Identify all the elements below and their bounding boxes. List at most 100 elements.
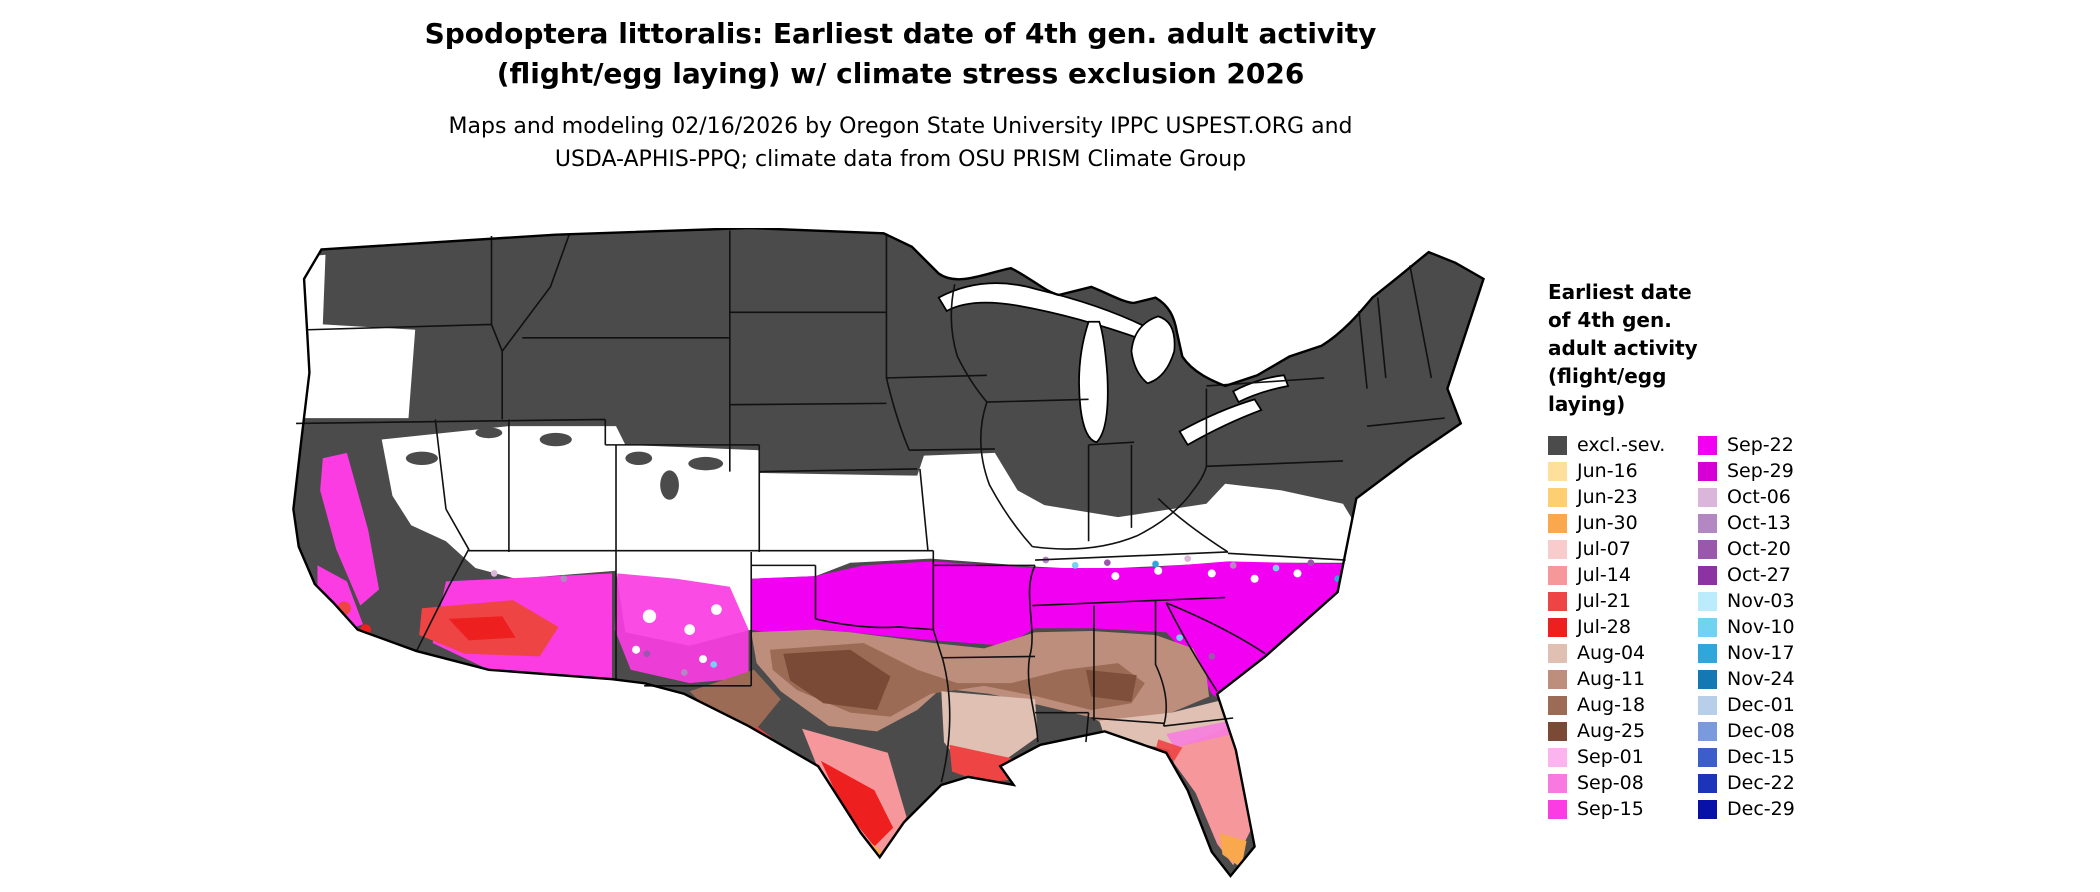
legend-swatch [1548,721,1567,741]
map-region-florida-red-spot [1155,739,1183,761]
legend-row: Oct-13 [1698,510,1795,536]
legend-title-line: (flight/egg [1548,364,1667,388]
legend-title-line: adult activity [1548,336,1698,360]
legend-row: Sep-22 [1698,432,1795,458]
legend-swatch [1548,799,1567,819]
legend-row: Dec-01 [1698,692,1795,718]
legend-swatch [1698,747,1717,767]
page-title-line2: (flight/egg laying) w/ climate stress ex… [496,57,1305,90]
legend-label: Jul-14 [1577,564,1631,586]
legend-label: Oct-27 [1727,564,1791,586]
legend-swatch [1698,799,1717,819]
state-borders [296,230,1445,783]
legend-label: Nov-03 [1727,590,1795,612]
legend-swatch [1548,773,1567,793]
legend-label: Dec-01 [1727,694,1795,716]
map-region-august-dark-texas [783,649,891,710]
legend-column-1: excl.-sev. Jun-16 Jun-23 Jun-30 Jul-07 Jul-14… [1548,432,1698,822]
legend-swatch [1548,513,1567,533]
legend-label: Oct-13 [1727,512,1791,534]
legend-swatch [1548,617,1567,637]
legend-swatch [1548,487,1567,507]
map-white-mottle [632,566,1302,664]
legend-row: Oct-27 [1698,562,1795,588]
legend-label: Jul-28 [1577,616,1631,638]
legend-row: Dec-22 [1698,770,1795,796]
map-region-august-dark-alabama [1085,669,1137,702]
legend-swatch [1548,539,1567,559]
legend-label: Jun-16 [1577,460,1638,482]
lake-michigan [1078,320,1109,444]
lake-erie [1178,398,1263,447]
legend-row: Jun-23 [1548,484,1698,510]
legend-label: Sep-29 [1727,460,1794,482]
legend-row: Aug-18 [1548,692,1698,718]
legend-row: Jul-21 [1548,588,1698,614]
legend-row: Sep-08 [1548,770,1698,796]
legend-swatch [1698,591,1717,611]
legend-swatch [1548,461,1567,481]
great-lakes [937,282,1290,447]
legend-swatch [1548,747,1567,767]
map-header: Spodoptera littoralis: Earliest date of … [288,14,1513,176]
legend-label: excl.-sev. [1577,434,1666,456]
legend-swatch [1548,565,1567,585]
legend-row: Oct-06 [1698,484,1795,510]
map-region-socal-magenta [317,565,363,633]
legend-swatch [1548,591,1567,611]
us-map-container [288,228,1513,884]
legend-label: Oct-20 [1727,538,1791,560]
map-region-southtexas-red [820,760,894,847]
legend-row: Nov-03 [1698,588,1795,614]
legend-label: Sep-08 [1577,772,1644,794]
legend-swatch [1698,435,1717,455]
legend-row: Nov-17 [1698,640,1795,666]
legend-title-line: of 4th gen. [1548,308,1672,332]
legend-row: Aug-04 [1548,640,1698,666]
legend-label: Jun-23 [1577,486,1638,508]
legend-row: Sep-15 [1548,796,1698,822]
legend-label: Aug-04 [1577,642,1646,664]
legend-row: Aug-25 [1548,718,1698,744]
legend-title: Earliest date of 4th gen. adult activity… [1548,278,2068,418]
legend-row: Aug-11 [1548,666,1698,692]
legend-row: Oct-20 [1698,536,1795,562]
legend-label: Nov-24 [1727,668,1795,690]
legend-swatch [1548,643,1567,663]
legend-swatch [1698,773,1717,793]
legend-label: Dec-29 [1727,798,1795,820]
legend-row: Dec-08 [1698,718,1795,744]
legend-row: Sep-29 [1698,458,1795,484]
legend-row: excl.-sev. [1548,432,1698,458]
legend-swatch [1698,513,1717,533]
map-region-september-band [751,561,1354,702]
legend-row: Jun-30 [1548,510,1698,536]
legend-row: Nov-10 [1698,614,1795,640]
map-region-florida-salmon [1168,726,1252,866]
legend-swatch [1698,695,1717,715]
map-region-newmexico-mottle [614,573,749,684]
legend-label: Dec-22 [1727,772,1795,794]
legend-columns: excl.-sev. Jun-16 Jun-23 Jun-30 Jul-07 Jul-14… [1548,432,2068,822]
legend-swatch [1698,721,1717,741]
legend-swatch [1548,669,1567,689]
legend-swatch [1698,643,1717,663]
legend-label: Dec-08 [1727,720,1795,742]
legend-swatch [1548,695,1567,715]
map-color-regions [296,254,1354,868]
us-outline [292,228,1485,878]
legend-row: Dec-29 [1698,796,1795,822]
legend-label: Jul-07 [1577,538,1631,560]
legend-label: Aug-11 [1577,668,1646,690]
page-subtitle-line1: Maps and modeling 02/16/2026 by Oregon S… [448,114,1353,139]
legend-swatch [1698,539,1717,559]
page-title-line1: Spodoptera littoralis: Earliest date of … [424,17,1377,50]
legend-label: Aug-18 [1577,694,1646,716]
map-region-florida-pink-fringe [1166,720,1234,748]
map-region-louisiana-red [949,744,1017,783]
legend-row: Jul-28 [1548,614,1698,640]
map-purple-cyan-speckles [490,555,1341,676]
legend-row: Jun-16 [1548,458,1698,484]
legend-column-2: Sep-22 Sep-29 Oct-06 Oct-13 Oct-20 Oct-27 Nov-… [1698,432,1795,822]
